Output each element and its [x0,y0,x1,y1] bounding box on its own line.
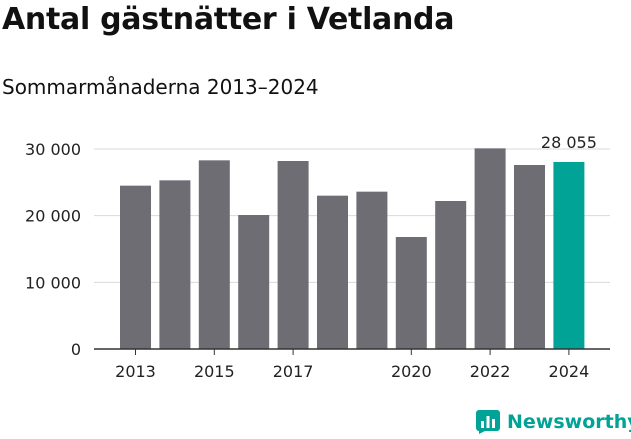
x-tick-label: 2013 [115,362,156,381]
x-axis-labels: 2013 2015 2017 2020 2022 2024 [115,349,589,381]
x-tick-label: 2024 [549,362,590,381]
bar-2019 [356,191,388,349]
x-tick-label: 2015 [194,362,235,381]
bar-2023 [514,165,545,349]
bar-2020 [395,237,427,349]
bar-2016 [238,215,270,349]
newsworthy-logo: Newsworthy [476,408,631,436]
chart-subtitle: Sommarmånaderna 2013–2024 [2,75,319,99]
y-axis-labels: 0 10 000 20 000 30 000 [25,140,81,359]
bar-2013 [120,185,151,349]
bar-2024 [553,161,585,349]
bar-2015 [198,160,230,349]
bar-2022 [474,148,506,349]
bar-2021 [435,201,467,349]
y-tick-label: 10 000 [25,273,81,292]
y-tick-label: 0 [71,340,81,359]
chart-title: Antal gästnätter i Vetlanda [2,2,455,37]
x-tick-label: 2022 [470,362,511,381]
bar-2018 [317,195,348,349]
data-labels: 28 055 [541,133,597,152]
bar-2017 [277,161,309,349]
bar-2014 [159,180,191,349]
bars [120,148,585,349]
y-tick-label: 30 000 [25,140,81,159]
x-tick-label: 2020 [391,362,432,381]
x-tick-label: 2017 [273,362,314,381]
data-label-2024: 28 055 [541,133,597,152]
newsworthy-chart-icon [476,410,500,434]
y-tick-label: 20 000 [25,207,81,226]
bar-chart: 0 10 000 20 000 30 000 2013 2015 2017 2020 2022… [25,133,610,381]
brand-name: Newsworthy [507,411,631,433]
